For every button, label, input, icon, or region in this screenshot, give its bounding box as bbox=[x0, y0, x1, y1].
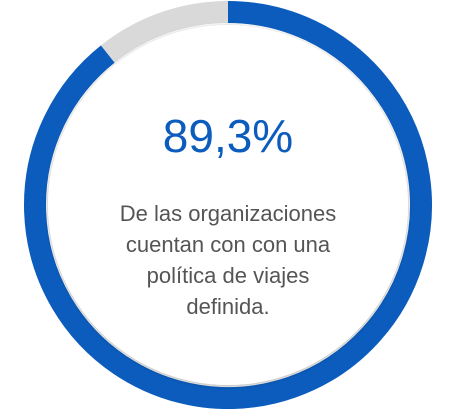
description-line: política de viajes bbox=[147, 263, 310, 288]
description-line: De las organizaciones bbox=[120, 201, 336, 226]
ring-segment bbox=[24, 1, 432, 409]
description-line: definida. bbox=[186, 294, 269, 319]
inner-disc bbox=[48, 25, 408, 385]
ring bbox=[24, 1, 432, 409]
description: De las organizaciones cuentan con con una… bbox=[120, 201, 336, 319]
description-line: cuentan con con una bbox=[126, 232, 331, 257]
value-label: 89,3% bbox=[163, 110, 293, 162]
ring-segment bbox=[100, 1, 229, 63]
